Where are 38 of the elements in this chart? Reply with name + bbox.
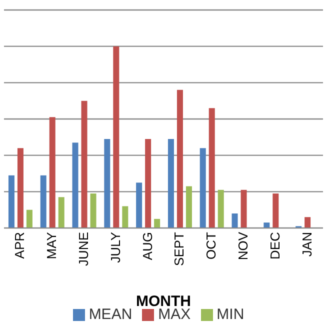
x-tick-label: SEPT	[172, 232, 187, 266]
bar	[104, 138, 110, 228]
bar	[40, 175, 46, 228]
bar	[72, 142, 78, 228]
bar	[232, 213, 238, 228]
x-tick-label: JAN	[299, 232, 314, 257]
bar	[218, 190, 224, 228]
bar	[154, 218, 160, 228]
bar	[145, 138, 152, 228]
bar	[90, 193, 96, 228]
x-tick-label: JULY	[108, 232, 123, 263]
bar	[26, 210, 32, 228]
bar	[208, 108, 215, 228]
bar	[49, 117, 56, 228]
bar	[304, 217, 311, 228]
bar	[176, 90, 183, 228]
x-tick-label: APR	[12, 232, 28, 259]
legend-label: MEAN	[88, 306, 132, 323]
bar	[168, 138, 174, 228]
bar	[264, 222, 270, 228]
x-tick-label: AUG	[140, 232, 155, 260]
x-tick-label: JUNE	[76, 232, 91, 266]
bar	[81, 100, 88, 228]
x-tick-label: OCT	[204, 232, 219, 260]
bar	[17, 148, 24, 228]
bar	[272, 193, 279, 228]
bar	[136, 182, 142, 228]
legend-label: MIN	[216, 306, 244, 323]
bar	[200, 148, 206, 228]
bar	[113, 46, 120, 228]
x-tick-label: MAY	[44, 232, 60, 260]
bar	[240, 190, 247, 228]
bar	[8, 175, 14, 228]
bar	[122, 206, 128, 228]
x-tick-label: NOV	[235, 232, 250, 260]
bar	[186, 186, 192, 228]
bar	[58, 197, 64, 228]
x-tick-label: DEC	[267, 232, 282, 260]
